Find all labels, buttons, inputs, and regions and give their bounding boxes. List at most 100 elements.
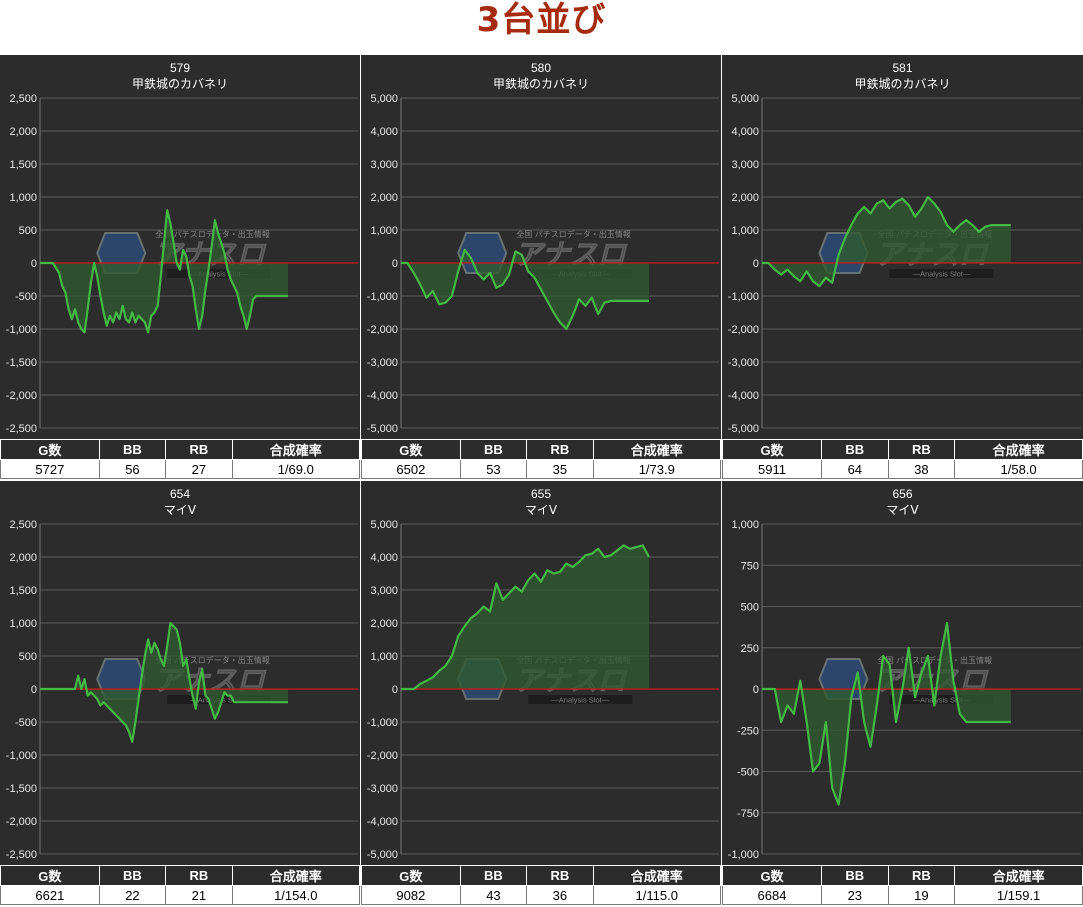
y-tick-label: -1,500: [6, 357, 37, 369]
cell-rb: 36: [526, 885, 594, 905]
cell-g: 6621: [0, 885, 100, 905]
header-g: G数: [722, 439, 822, 460]
y-tick-label: -2,500: [6, 849, 37, 861]
y-tick-label: -5,000: [728, 423, 759, 435]
y-tick-label: 500: [741, 602, 759, 614]
watermark-top-text: 全国 パチスロデータ・出玉情報: [516, 229, 631, 239]
y-tick-label: 1,000: [9, 192, 37, 204]
series-line: [40, 621, 288, 743]
watermark-sub-text: —Analysis Slot—: [190, 270, 248, 279]
y-tick-label: -3,000: [367, 357, 398, 369]
cell-bb: 56: [98, 459, 167, 479]
machine-name: 甲鉄城のカバネリ: [493, 76, 589, 91]
header-bb: BB: [821, 439, 889, 460]
header-g: G数: [361, 865, 461, 886]
stats-table-579: G数 BB RB 合成確率 5727 56 27 1/69.0: [0, 439, 361, 479]
header-rate: 合成確率: [592, 865, 722, 886]
y-tick-label: 500: [19, 651, 37, 663]
watermark-top-text: 全国 パチスロデータ・出玉情報: [155, 655, 270, 665]
header-rb: RB: [887, 439, 956, 460]
header-bb: BB: [459, 865, 528, 886]
y-tick-label: 5,000: [731, 93, 759, 105]
watermark-sub-bar: [528, 695, 633, 704]
y-tick-label: -1,000: [367, 291, 398, 303]
cell-rate: 1/154.0: [231, 885, 361, 905]
y-tick-label: 250: [741, 643, 759, 655]
header-rate: 合成確率: [592, 439, 722, 460]
header-rate: 合成確率: [231, 865, 361, 886]
y-tick-label: -2,000: [367, 750, 398, 762]
cell-bb: 53: [459, 459, 528, 479]
y-tick-label: 1,000: [9, 618, 37, 630]
series-line: [401, 544, 650, 691]
y-tick-label: 2,000: [370, 618, 398, 630]
cell-bb: 22: [98, 885, 167, 905]
area-fill: [762, 623, 1011, 805]
machine-name: マイV: [164, 503, 197, 517]
y-tick-label: 0: [31, 258, 37, 270]
cell-bb: 64: [821, 459, 889, 479]
y-tick-label: -500: [15, 717, 37, 729]
y-tick-label: 3,000: [731, 159, 759, 171]
machine-name: マイV: [525, 503, 558, 517]
y-tick-label: -1,000: [367, 717, 398, 729]
chart-panel-579: 579 甲鉄城のカバネリ -2,500 -2,000 -1,500 -1,000 -500 0…: [0, 55, 360, 439]
watermark-sub-text: —Analysis Slot—: [912, 270, 970, 279]
stats-table-580: G数 BB RB 合成確率 6502 53 35 1/73.9: [361, 439, 722, 479]
cell-bb: 23: [821, 885, 889, 905]
chart-panel-580: 580 甲鉄城のカバネリ -5,000 -4,000 -3,000 -2,000 -1,00…: [361, 55, 721, 439]
y-tick-label: 4,000: [370, 126, 398, 138]
y-tick-label: 3,000: [370, 159, 398, 171]
stats-table-654: G数 BB RB 合成確率 6621 22 21 1/154.0: [0, 865, 361, 905]
y-tick-label: 2,000: [9, 552, 37, 564]
y-tick-label: 1,000: [370, 225, 398, 237]
y-tick-label: 2,000: [9, 126, 37, 138]
area-fill: [401, 249, 650, 329]
y-tick-label: -5,000: [367, 849, 398, 861]
header-rb: RB: [526, 865, 594, 886]
machine-name: 甲鉄城のカバネリ: [132, 76, 228, 91]
chart-svg: 654 マイV -2,500 -2,000 -1,500 -1,000 -500 0 500 1,…: [6, 487, 358, 861]
machine-number: 581: [892, 61, 912, 75]
y-tick-label: -4,000: [367, 390, 398, 402]
y-tick-label: -1,000: [6, 324, 37, 336]
header-rate: 合成確率: [954, 439, 1083, 460]
y-tick-label: -4,000: [367, 816, 398, 828]
watermark-top-text: 全国 パチスロデータ・出玉情報: [877, 655, 992, 665]
watermark-sub-bar: [889, 695, 994, 704]
y-tick-label: -750: [737, 808, 759, 820]
y-tick-label: 2,500: [9, 519, 37, 531]
y-tick-label: 2,000: [370, 192, 398, 204]
cell-rb: 27: [165, 459, 233, 479]
cell-rb: 38: [887, 459, 956, 479]
y-tick-label: -3,000: [367, 783, 398, 795]
header-bb: BB: [821, 865, 889, 886]
y-tick-label: -2,000: [6, 816, 37, 828]
y-tick-label: 1,000: [731, 519, 759, 531]
y-tick-label: 4,000: [731, 126, 759, 138]
y-tick-label: -2,500: [6, 423, 37, 435]
cell-g: 5727: [0, 459, 100, 479]
y-tick-label: 5,000: [370, 93, 398, 105]
y-tick-label: 0: [392, 258, 398, 270]
series-line: [762, 621, 1011, 806]
chart-panel-655: 655 マイV -5,000 -4,000 -3,000 -2,000 -1,000 0 1,0…: [361, 481, 721, 865]
chart-svg: 656 マイV -1,000 -750 -500 -250 0 250 500 750 1,000 全…: [728, 487, 1081, 861]
cell-rb: 35: [526, 459, 594, 479]
header-rb: RB: [165, 439, 233, 460]
y-tick-label: 4,000: [370, 552, 398, 564]
machine-number: 579: [170, 61, 190, 75]
header-bb: BB: [98, 439, 167, 460]
cell-rate: 1/69.0: [231, 459, 361, 479]
chart-panel-581: 581 甲鉄城のカバネリ -5,000 -4,000 -3,000 -2,000 -1,00…: [722, 55, 1083, 439]
cell-rate: 1/115.0: [592, 885, 722, 905]
y-tick-label: 1,500: [9, 585, 37, 597]
y-tick-label: -500: [15, 291, 37, 303]
watermark-sub-text: —Analysis Slot—: [551, 696, 609, 705]
header-rb: RB: [526, 439, 594, 460]
cell-rate: 1/159.1: [954, 885, 1083, 905]
cell-g: 6502: [361, 459, 461, 479]
